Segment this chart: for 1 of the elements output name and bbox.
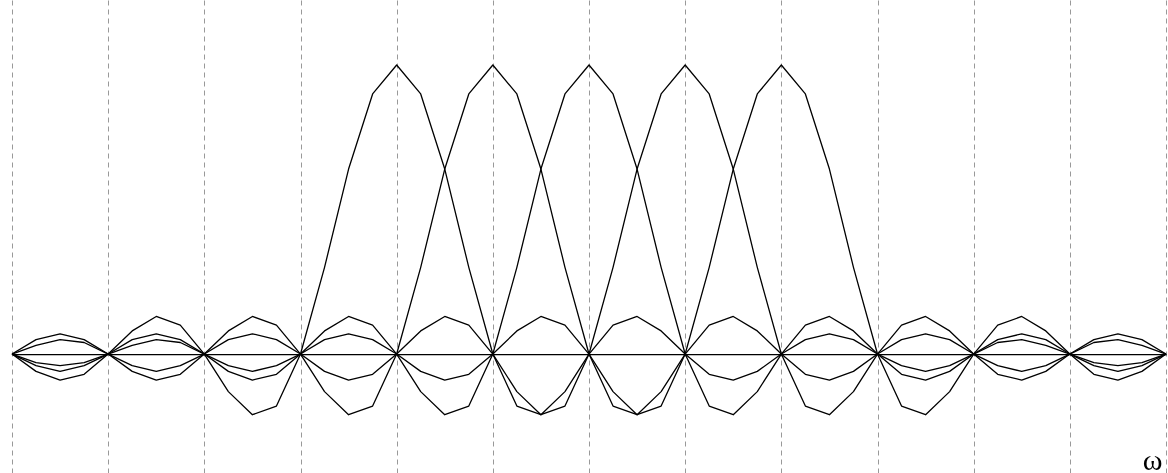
x-axis-title: ω	[1142, 442, 1163, 473]
